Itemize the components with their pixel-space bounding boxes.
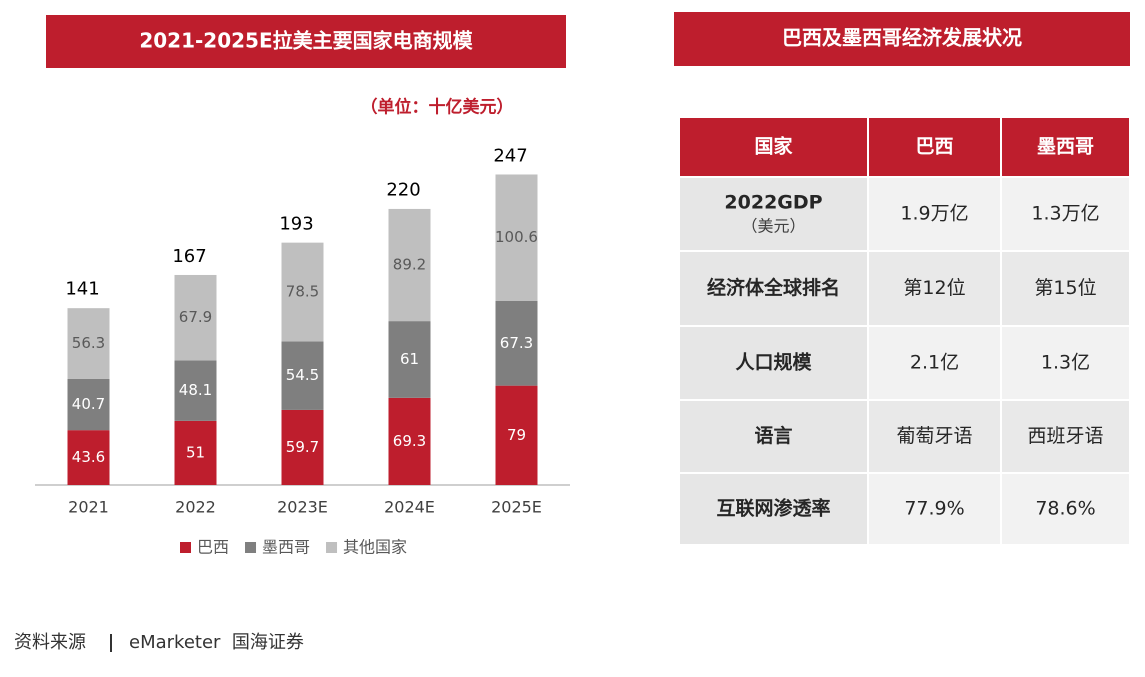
table-cell: [1000, 399, 1131, 474]
value-label: 78.5: [286, 283, 319, 301]
chart-title: 2021-2025E拉美主要国家电商规模: [139, 29, 473, 53]
value-label: 51: [186, 443, 205, 461]
header-cell: [867, 116, 1002, 178]
bar-segment: [388, 397, 431, 485]
bar-segment: [67, 308, 110, 379]
value-label: 43.6: [72, 448, 105, 466]
total-label: 247: [493, 145, 527, 166]
bar-segment: [174, 420, 217, 485]
x-tick-label: 2024E: [384, 498, 435, 517]
legend-swatch: [245, 542, 257, 553]
bar-segment: [67, 378, 110, 431]
table-value: 1.3万亿: [1031, 203, 1099, 225]
value-label: 79: [507, 426, 526, 444]
total-label: 220: [386, 179, 420, 200]
value-label: 40.7: [72, 395, 105, 413]
bar-segment: [495, 385, 538, 485]
bar-segment: [174, 274, 217, 361]
bar-segment: [67, 430, 110, 485]
table-cell: [1000, 472, 1131, 546]
bar-segment: [174, 360, 217, 421]
row-label: 2022GDP: [724, 192, 822, 214]
total-label: 193: [279, 213, 313, 234]
legend-label: 其他国家: [343, 538, 407, 557]
table-value: 77.9%: [904, 498, 964, 520]
bar-segment: [281, 341, 324, 410]
table-value: 第15位: [1034, 277, 1096, 299]
header-text: 墨西哥: [1037, 136, 1094, 158]
row-label: 经济体全球排名: [707, 276, 840, 299]
value-label: 67.3: [500, 334, 533, 352]
table-value: 78.6%: [1035, 498, 1095, 520]
table-value: 2.1亿: [910, 352, 959, 374]
legend-swatch: [180, 542, 191, 553]
x-tick-label: 2025E: [491, 498, 542, 517]
value-label: 48.1: [179, 381, 212, 399]
value-label: 54.5: [286, 366, 319, 384]
value-label: 59.7: [286, 438, 319, 456]
bar-segment: [388, 208, 431, 322]
x-tick-label: 2023E: [277, 498, 328, 517]
table-cell: [678, 472, 869, 546]
x-tick-label: 2022: [175, 498, 216, 517]
table-cell: [867, 250, 1002, 327]
value-label: 67.9: [179, 308, 212, 326]
bar-segment: [495, 174, 538, 301]
value-label: 61: [400, 350, 419, 368]
header-cell: [678, 116, 869, 178]
title-banner: [46, 15, 566, 68]
x-tick-label: 2021: [68, 498, 109, 517]
bar-segment: [388, 321, 431, 398]
table-value: 葡萄牙语: [896, 425, 972, 447]
total-label: 141: [65, 279, 99, 300]
table-value: 西班牙语: [1027, 425, 1103, 447]
table-cell: [678, 176, 869, 252]
header-text: 国家: [754, 135, 793, 158]
table-cell: [867, 472, 1002, 546]
row-label: 语言: [754, 424, 792, 447]
row-label: 人口规模: [735, 351, 812, 374]
legend-label: 墨西哥: [262, 538, 310, 557]
table-title: 巴西及墨西哥经济发展状况: [782, 26, 1022, 50]
value-label: 69.3: [393, 432, 426, 450]
bar-segment: [281, 409, 324, 485]
value-label: 89.2: [393, 256, 426, 274]
source-label: 资料来源: [14, 632, 86, 653]
total-label: 167: [172, 246, 206, 267]
value-label: 100.6: [495, 228, 538, 246]
header-text: 巴西: [915, 136, 953, 158]
bar-segment: [281, 242, 324, 342]
row-label: 互联网渗透率: [716, 497, 830, 520]
legend-label: 巴西: [197, 538, 229, 557]
chart-subtitle: （单位：十亿美元）: [361, 97, 514, 118]
table-value: 第12位: [903, 277, 965, 299]
table-value: 1.9万亿: [900, 203, 968, 225]
legend-swatch: [326, 542, 338, 553]
table-cell: [678, 399, 869, 474]
header-cell: [1000, 116, 1131, 178]
table-cell: [678, 250, 869, 327]
table-title-banner: [674, 12, 1130, 66]
table-value: 1.3亿: [1041, 352, 1090, 374]
row-sublabel: （美元）: [741, 217, 805, 236]
source-text: eMarketer 国海证券: [129, 632, 304, 653]
value-label: 56.3: [72, 334, 105, 352]
bar-segment: [495, 300, 538, 386]
